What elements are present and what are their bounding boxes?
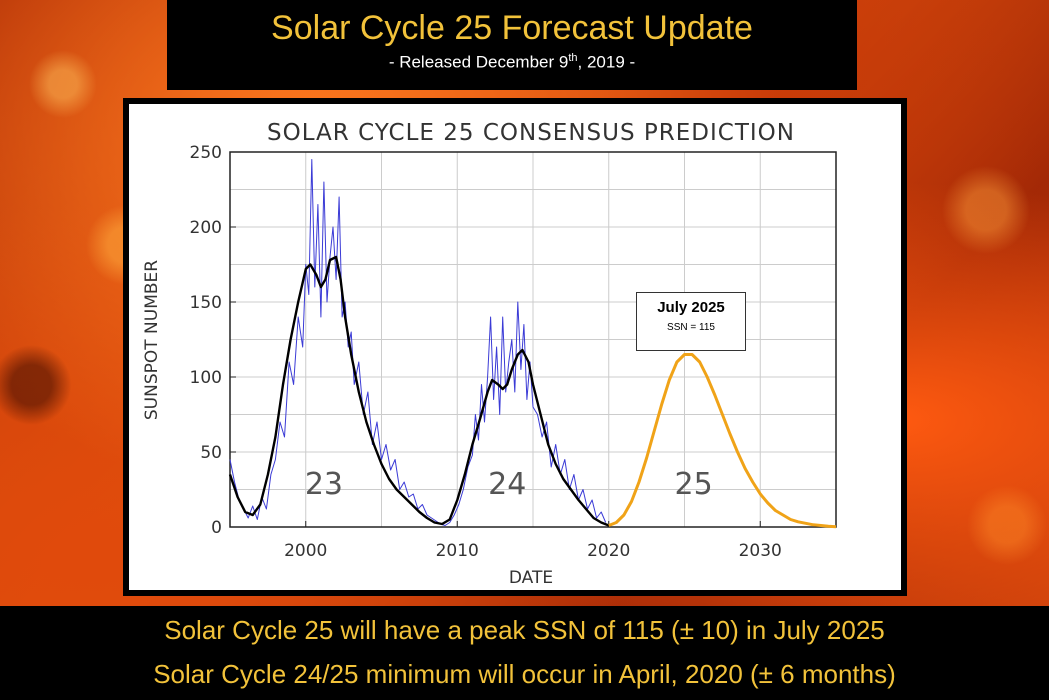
release-date-suffix: , 2019 - — [577, 52, 636, 72]
release-date: - Released December 9th, 2019 - — [167, 52, 857, 73]
chart-series — [228, 159, 837, 529]
smoothed-line — [228, 255, 610, 527]
chart-title: SOLAR CYCLE 25 CONSENSUS PREDICTION — [267, 120, 795, 146]
y-tick-label: 150 — [190, 293, 222, 313]
footer-banner: Solar Cycle 25 will have a peak SSN of 1… — [0, 606, 1049, 700]
peak-annotation-text: SSN = 115 — [667, 322, 715, 333]
y-tick-label: 50 — [200, 443, 222, 463]
peak-annotation-title: July 2025 — [657, 299, 725, 316]
release-date-prefix: - Released December 9 — [388, 52, 569, 72]
peak-statement: Solar Cycle 25 will have a peak SSN of 1… — [164, 615, 885, 645]
x-tick-label: 2010 — [436, 541, 479, 561]
y-tick-label: 0 — [211, 518, 222, 538]
release-date-suffix-sup: th — [568, 52, 578, 64]
y-tick-label: 250 — [190, 143, 222, 163]
cycle-label: 24 — [488, 467, 526, 502]
plot-frame — [229, 151, 837, 528]
header-banner: Solar Cycle 25 Forecast Update - Release… — [167, 0, 857, 90]
x-tick-label: 2000 — [284, 541, 327, 561]
peak-annotation: July 2025 SSN = 115 — [636, 292, 746, 351]
chart-ticks: 2000 2010 2020 2030 0 50 100 150 200 250 — [190, 143, 782, 561]
y-axis-label: SUNSPOT NUMBER — [142, 260, 162, 420]
x-tick-label: 2030 — [739, 541, 782, 561]
page-title: Solar Cycle 25 Forecast Update — [271, 9, 753, 47]
cycle-labels: 23 24 25 — [305, 467, 713, 502]
y-tick-label: 200 — [190, 218, 222, 238]
minimum-statement: Solar Cycle 24/25 minimum will occur in … — [153, 659, 896, 689]
prediction-line — [608, 353, 837, 529]
monthly-line — [229, 159, 607, 526]
cycle-label: 25 — [674, 467, 712, 502]
x-tick-label: 2020 — [587, 541, 630, 561]
cycle-label: 23 — [305, 467, 343, 502]
x-axis-label: DATE — [509, 568, 553, 588]
y-tick-label: 100 — [190, 368, 222, 388]
